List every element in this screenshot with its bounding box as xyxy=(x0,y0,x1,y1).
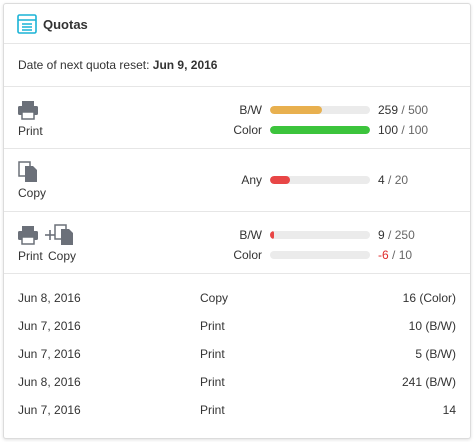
quota-bar xyxy=(270,175,290,184)
divider xyxy=(4,273,470,274)
quota-separator: / xyxy=(388,228,392,242)
quota-value: 9 / 250 xyxy=(378,228,415,242)
history-date: Jun 8, 2016 xyxy=(18,291,81,305)
quota-value: 100 / 100 xyxy=(378,123,428,137)
history-type: Print xyxy=(200,319,225,333)
quota-separator: / xyxy=(401,123,405,137)
history-amount: 10 (B/W) xyxy=(408,319,456,333)
printer-icon xyxy=(18,101,38,120)
quota-value: -6 / 10 xyxy=(378,248,412,262)
divider xyxy=(4,211,470,212)
quota-total: 10 xyxy=(398,248,413,262)
history-type: Print xyxy=(200,347,225,361)
quota-name: B/W xyxy=(239,228,262,242)
quota-used: 4 xyxy=(378,172,385,187)
quota-name: Color xyxy=(233,248,262,262)
history-amount: 16 (Color) xyxy=(402,291,456,305)
quota-track xyxy=(270,175,370,184)
quota-total: 250 xyxy=(394,228,415,242)
quota-value: 4 / 20 xyxy=(378,173,408,187)
quota-value: 259 / 500 xyxy=(378,103,428,117)
quota-bar xyxy=(270,231,274,239)
history-amount: 14 xyxy=(442,403,456,417)
quota-separator: / xyxy=(392,248,396,262)
history-type: Print xyxy=(200,375,225,389)
group-label: Print xyxy=(18,249,43,263)
printer-icon xyxy=(18,226,38,245)
plus-icon xyxy=(45,230,55,240)
group-label: Copy xyxy=(18,186,47,200)
quota-card: Quotas Date of next quota reset: Jun 9, … xyxy=(3,3,471,439)
quota-track xyxy=(270,126,370,134)
reset-date: Jun 9, 2016 xyxy=(152,58,218,72)
history-type: Print xyxy=(200,403,225,417)
divider xyxy=(4,86,470,87)
quota-track xyxy=(270,251,370,259)
quota-name: Color xyxy=(233,123,262,137)
history-type: Copy xyxy=(200,291,229,305)
quota-used: 100 xyxy=(378,123,399,137)
history-date: Jun 7, 2016 xyxy=(18,403,81,417)
quota-name: Any xyxy=(241,172,262,187)
quota-track xyxy=(270,231,370,239)
quota-bar xyxy=(270,126,370,134)
history-amount: 5 (B/W) xyxy=(415,347,456,361)
quota-bar xyxy=(270,106,322,114)
copy-icon xyxy=(54,224,73,245)
divider xyxy=(4,148,470,149)
quota-total: 20 xyxy=(394,172,409,187)
divider xyxy=(4,43,470,44)
history-amount: 241 (B/W) xyxy=(401,375,456,389)
quota-total: 500 xyxy=(408,103,429,117)
group-label: Copy xyxy=(48,249,77,263)
quota-separator: / xyxy=(401,103,405,117)
quota-used: -6 xyxy=(378,248,389,262)
history-date: Jun 7, 2016 xyxy=(18,347,81,361)
history-date: Jun 8, 2016 xyxy=(18,375,81,389)
quota-track xyxy=(270,106,370,114)
quota-name: B/W xyxy=(239,103,262,117)
history-date: Jun 7, 2016 xyxy=(18,319,81,333)
group-label: Print xyxy=(18,124,43,138)
copy-icon xyxy=(18,161,37,182)
reset-label: Date of next quota reset: xyxy=(18,58,150,72)
quota-icon xyxy=(17,14,37,34)
quota-separator: / xyxy=(388,172,392,187)
reset-info: Date of next quota reset: Jun 9, 2016 xyxy=(18,58,217,72)
card-title: Quotas xyxy=(43,17,88,32)
quota-used: 259 xyxy=(378,103,399,117)
quota-used: 9 xyxy=(378,228,385,242)
quota-total: 100 xyxy=(408,123,429,137)
